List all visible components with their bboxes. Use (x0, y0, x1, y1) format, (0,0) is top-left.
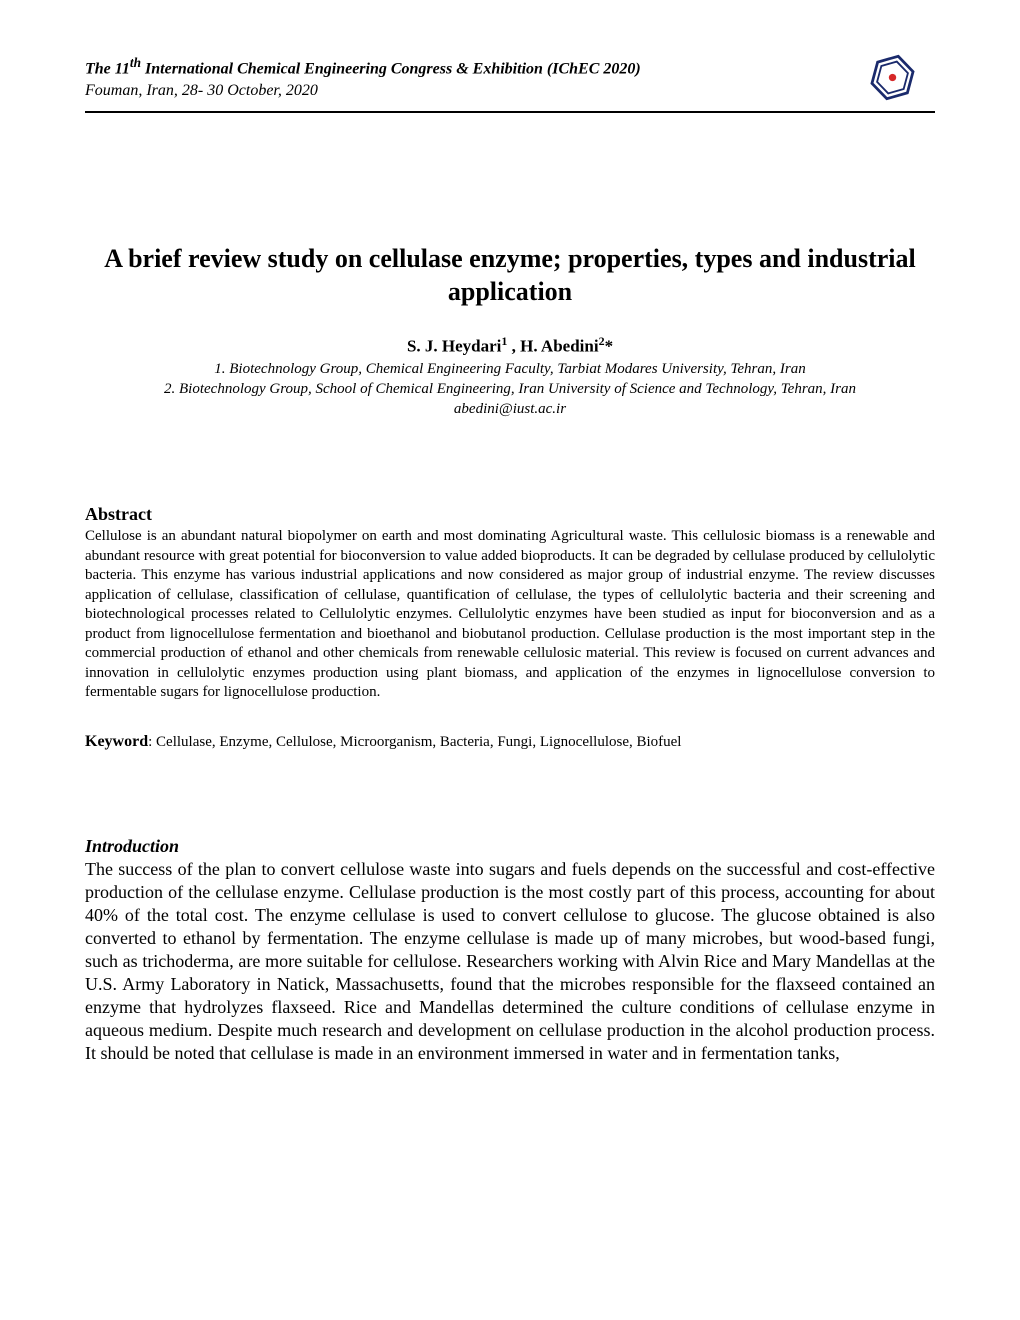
affiliations: 1. Biotechnology Group, Chemical Enginee… (85, 359, 935, 420)
abstract-body: Cellulose is an abundant natural biopoly… (85, 527, 935, 703)
header-ord-sup: th (130, 55, 141, 70)
author-2-name: H. Abedini (520, 337, 598, 356)
affiliation-1: 1. Biotechnology Group, Chemical Enginee… (85, 359, 935, 379)
keywords-list: Cellulase, Enzyme, Cellulose, Microorgan… (156, 734, 681, 750)
corresponding-email: abedini@iust.ac.ir (85, 399, 935, 419)
affiliation-2: 2. Biotechnology Group, School of Chemic… (85, 379, 935, 399)
introduction-body: The success of the plan to convert cellu… (85, 858, 935, 1065)
keywords-label: Keyword (85, 733, 148, 750)
title-section: A brief review study on cellulase enzyme… (85, 243, 935, 308)
header-ord: 11 (115, 60, 130, 77)
abstract-heading: Abstract (85, 504, 935, 525)
introduction-section: Introduction The success of the plan to … (85, 836, 935, 1065)
author-2-corresponding-mark: * (605, 337, 614, 356)
page-header: The 11th International Chemical Engineer… (85, 50, 935, 109)
header-location-date: Fouman, Iran, 28- 30 October, 2020 (85, 80, 641, 102)
author-separator: , (507, 337, 520, 356)
header-text-block: The 11th International Chemical Engineer… (85, 54, 641, 102)
header-conference-title: The 11th International Chemical Engineer… (85, 54, 641, 80)
paper-title: A brief review study on cellulase enzyme… (85, 243, 935, 308)
abstract-section: Abstract Cellulose is an abundant natura… (85, 504, 935, 703)
header-divider (85, 111, 935, 113)
keywords-colon: : (148, 734, 156, 750)
author-1-name: S. J. Heydari (407, 337, 501, 356)
authors-line: S. J. Heydari1 , H. Abedini2* (85, 334, 935, 357)
introduction-heading: Introduction (85, 836, 935, 857)
header-line1-prefix: The (85, 60, 115, 77)
ichec-logo-icon (865, 50, 920, 105)
header-rest: International Chemical Engineering Congr… (141, 60, 641, 77)
keywords-line: Keyword: Cellulase, Enzyme, Cellulose, M… (85, 733, 935, 751)
